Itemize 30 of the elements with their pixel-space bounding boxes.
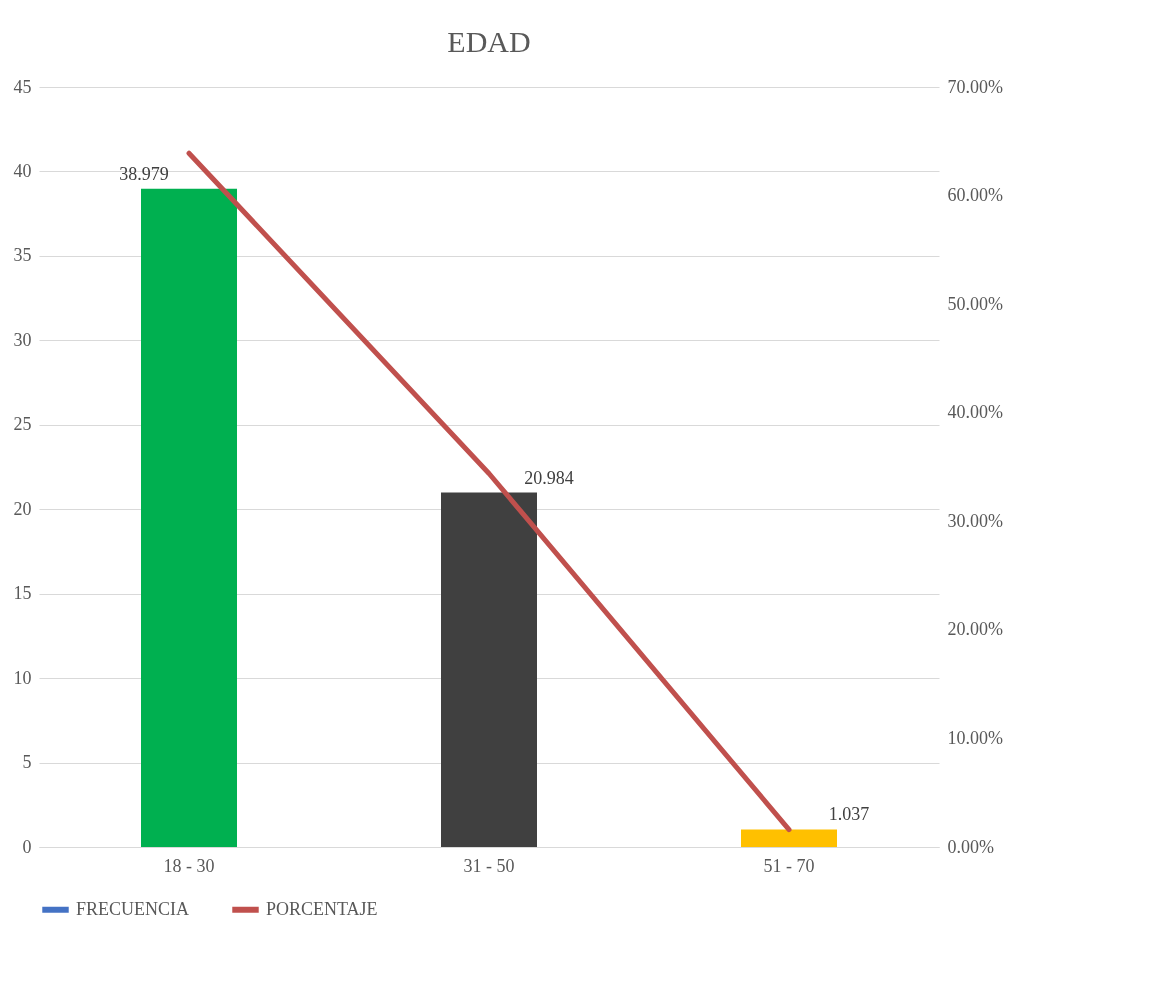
y2-tick-label: 40.00% [947,402,1003,423]
x-tick-label: 31 - 50 [463,855,515,876]
y2-tick-label: 10.00% [947,727,1003,748]
data-label: 38.979 [119,163,169,184]
text: FRECUENCIA [76,898,190,919]
y-tick-label: 40 [13,160,32,181]
y-tick-label: 5 [22,752,32,773]
y-tick-label: 35 [13,245,32,266]
y-tick-label: 15 [13,583,32,604]
y-tick-label: 45 [13,76,32,97]
data-label: 20.984 [524,467,574,488]
y-tick-label: 25 [13,414,32,435]
bar [741,829,837,847]
y-tick-label: 20 [13,498,32,519]
y-tick-label: 0 [22,836,32,857]
y-tick-label: 10 [13,667,32,688]
y2-tick-label: 20.00% [947,619,1003,640]
y2-tick-label: 0.00% [947,836,994,857]
y2-tick-label: 70.00% [947,76,1003,97]
y2-tick-label: 60.00% [947,185,1003,206]
y2-tick-label: 30.00% [947,510,1003,531]
y2-tick-label: 50.00% [947,293,1003,314]
bar [441,492,537,847]
chart-title: EDAD [447,25,531,58]
x-tick-label: 51 - 70 [763,855,815,876]
x-tick-label: 18 - 30 [163,855,215,876]
bar [141,188,237,847]
data-label: 1.037 [828,804,870,825]
legend-label: PORCENTAJE [266,898,378,919]
y-tick-label: 30 [13,329,32,350]
